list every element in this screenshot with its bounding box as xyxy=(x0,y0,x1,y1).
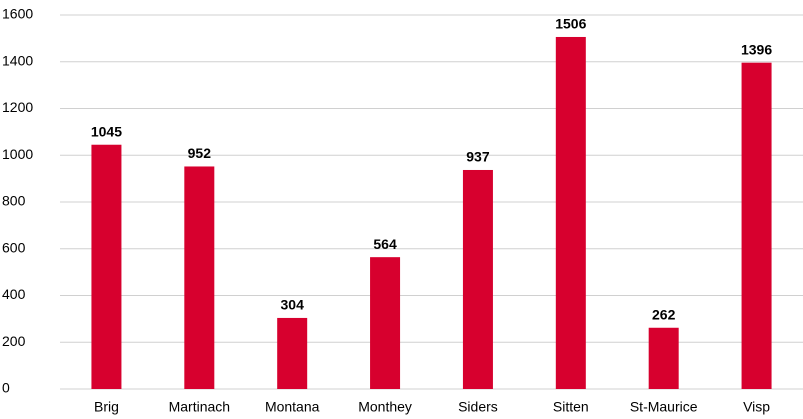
bar xyxy=(741,62,772,390)
bar xyxy=(277,317,308,389)
x-tick-label: Sitten xyxy=(553,399,589,415)
x-tick-label: Siders xyxy=(458,399,498,415)
y-tick-label: 1200 xyxy=(2,99,33,115)
y-tick-label: 400 xyxy=(2,286,26,302)
value-label: 262 xyxy=(652,306,676,322)
bar xyxy=(648,327,679,389)
y-tick-label: 0 xyxy=(2,380,10,396)
bar xyxy=(91,144,122,389)
y-tick-label: 1400 xyxy=(2,52,33,68)
value-label: 564 xyxy=(373,236,397,252)
x-tick-label: Montana xyxy=(265,399,320,415)
bar xyxy=(462,169,493,389)
value-label: 937 xyxy=(466,149,490,165)
x-tick-label: Brig xyxy=(94,399,119,415)
bar xyxy=(370,257,401,389)
x-tick-label: Visp xyxy=(743,399,770,415)
y-tick-label: 200 xyxy=(2,333,26,349)
value-label: 1396 xyxy=(741,41,772,57)
y-tick-label: 1600 xyxy=(2,6,33,22)
bar xyxy=(555,36,586,389)
value-label: 1045 xyxy=(91,123,122,139)
x-tick-label: Martinach xyxy=(169,399,230,415)
y-tick-label: 600 xyxy=(2,239,26,255)
x-tick-label: St-Maurice xyxy=(630,399,698,415)
value-label: 1506 xyxy=(555,16,586,32)
value-label: 304 xyxy=(281,297,305,313)
x-tick-label: Monthey xyxy=(358,399,412,415)
y-tick-label: 1000 xyxy=(2,146,33,162)
bar xyxy=(184,166,215,389)
y-tick-label: 800 xyxy=(2,193,26,209)
value-label: 952 xyxy=(188,145,212,161)
